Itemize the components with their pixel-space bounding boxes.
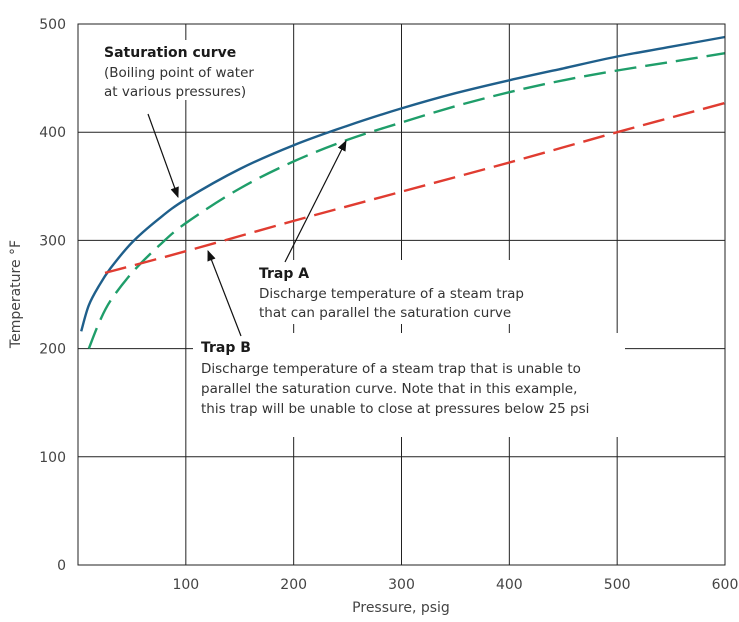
annotation-trap-b: Trap B Discharge temperature of a steam …	[193, 333, 625, 437]
plot-frame	[77, 23, 726, 566]
series-line-trap-b	[104, 101, 726, 275]
y-axis-title: Temperature °F	[8, 240, 24, 349]
annotation-trap-b-heading: Trap B	[201, 340, 251, 356]
annotation-trap-b-line: parallel the saturation curve. Note that…	[201, 381, 577, 397]
tick-labels: 100 200 300 400 500 600 0 100 200 300 400 500	[39, 17, 738, 593]
y-tick-label: 200	[39, 342, 66, 358]
y-tick-label: 0	[57, 558, 66, 574]
annotation-trap-a-line: Discharge temperature of a steam trap	[259, 286, 524, 302]
annotation-trap-a: Trap A Discharge temperature of a steam …	[252, 260, 552, 324]
arrow-trap-a	[284, 140, 347, 263]
x-tick-label: 500	[604, 577, 631, 593]
y-tick-label: 100	[39, 450, 66, 466]
arrow-trap-b	[207, 249, 242, 337]
annotation-saturation: Saturation curve (Boiling point of water…	[96, 40, 292, 100]
series-lines	[80, 35, 726, 350]
x-tick-label: 300	[388, 577, 415, 593]
annotation-saturation-heading: Saturation curve	[104, 45, 236, 61]
x-tick-label: 400	[496, 577, 523, 593]
x-axis-title: Pressure, psig	[352, 600, 450, 616]
series-line-trap-a	[87, 52, 726, 350]
annotation-trap-b-line: Discharge temperature of a steam trap th…	[201, 361, 581, 377]
x-tick-label: 200	[280, 577, 307, 593]
x-tick-label: 600	[712, 577, 739, 593]
annotation-saturation-line: at various pressures)	[104, 84, 246, 100]
annotation-trap-b-line: this trap will be unable to close at pre…	[201, 401, 589, 417]
arrow-saturation	[147, 113, 179, 199]
x-tick-label: 100	[172, 577, 199, 593]
series-line-saturation	[80, 35, 726, 332]
annotation-trap-a-heading: Trap A	[259, 266, 309, 282]
y-tick-label: 400	[39, 125, 66, 141]
annotation-trap-a-line: that can parallel the saturation curve	[259, 305, 511, 321]
y-tick-label: 300	[39, 233, 66, 249]
y-tick-label: 500	[39, 17, 66, 33]
annotation-saturation-line: (Boiling point of water	[104, 65, 254, 81]
